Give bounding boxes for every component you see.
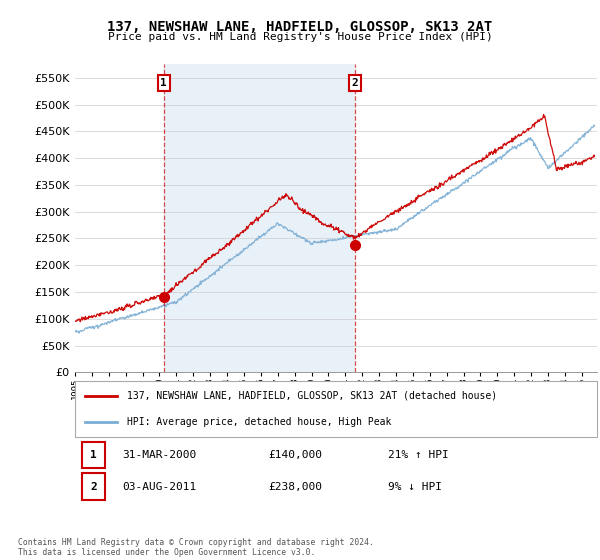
Text: 137, NEWSHAW LANE, HADFIELD, GLOSSOP, SK13 2AT (detached house): 137, NEWSHAW LANE, HADFIELD, GLOSSOP, SK…	[127, 391, 497, 401]
Text: 03-AUG-2011: 03-AUG-2011	[122, 482, 196, 492]
Text: 2: 2	[90, 482, 97, 492]
Text: 21% ↑ HPI: 21% ↑ HPI	[388, 450, 449, 460]
Text: £140,000: £140,000	[268, 450, 322, 460]
FancyBboxPatch shape	[75, 381, 597, 437]
FancyBboxPatch shape	[82, 442, 105, 469]
Text: HPI: Average price, detached house, High Peak: HPI: Average price, detached house, High…	[127, 417, 392, 427]
FancyBboxPatch shape	[82, 473, 105, 500]
Text: 1: 1	[90, 450, 97, 460]
Text: 9% ↓ HPI: 9% ↓ HPI	[388, 482, 442, 492]
Text: 31-MAR-2000: 31-MAR-2000	[122, 450, 196, 460]
Text: Contains HM Land Registry data © Crown copyright and database right 2024.
This d: Contains HM Land Registry data © Crown c…	[18, 538, 374, 557]
Text: £238,000: £238,000	[268, 482, 322, 492]
Text: Price paid vs. HM Land Registry's House Price Index (HPI): Price paid vs. HM Land Registry's House …	[107, 32, 493, 43]
Text: 1: 1	[160, 78, 167, 88]
Bar	[164, 64, 355, 372]
Text: 2: 2	[352, 78, 358, 88]
Text: 137, NEWSHAW LANE, HADFIELD, GLOSSOP, SK13 2AT: 137, NEWSHAW LANE, HADFIELD, GLOSSOP, SK…	[107, 20, 493, 34]
